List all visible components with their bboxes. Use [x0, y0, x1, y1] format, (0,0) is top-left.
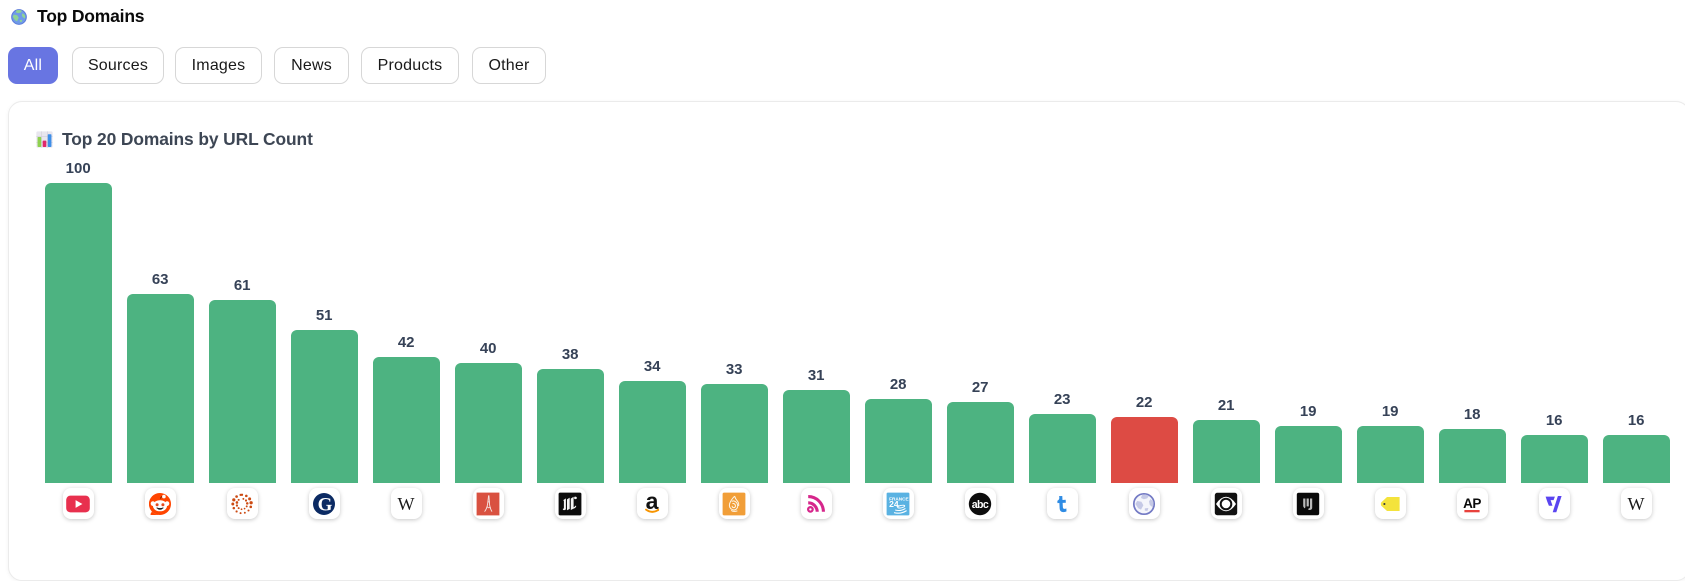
svg-text:a: a [646, 492, 659, 514]
svg-text:W: W [398, 494, 415, 514]
svg-text:AP: AP [1463, 496, 1481, 511]
svg-text:24: 24 [889, 499, 899, 509]
svg-text:FRANCE: FRANCE [889, 496, 909, 501]
svg-text:G: G [318, 494, 333, 515]
svg-text:abc: abc [972, 498, 989, 510]
svg-text:W: W [1628, 494, 1645, 514]
